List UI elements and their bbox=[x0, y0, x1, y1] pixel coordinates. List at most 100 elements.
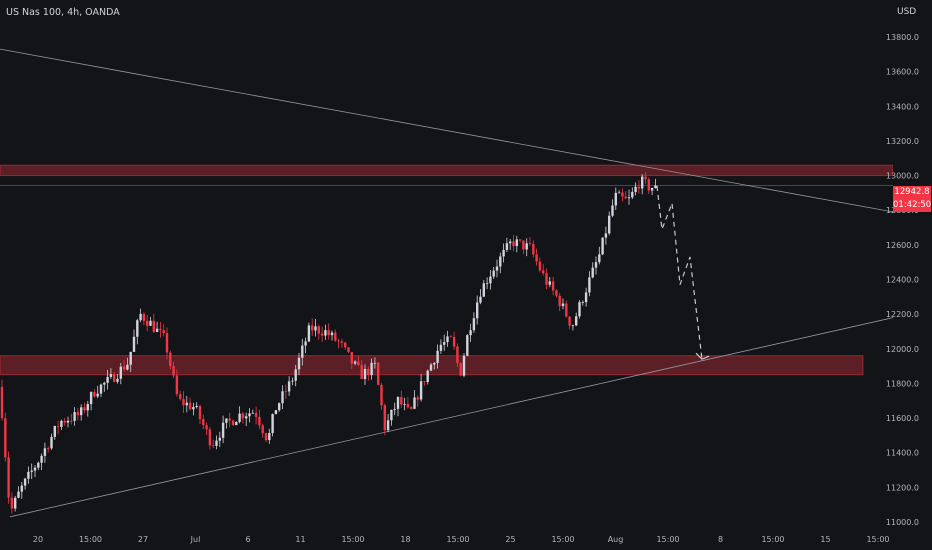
candle-up bbox=[251, 412, 254, 414]
candle-down bbox=[400, 397, 403, 405]
y-tick-label: 12600.0 bbox=[886, 241, 919, 250]
candle-up bbox=[40, 455, 43, 463]
candle-down bbox=[205, 425, 208, 430]
candle-down bbox=[76, 412, 80, 416]
candle-up bbox=[426, 370, 429, 383]
candle-up bbox=[218, 437, 221, 441]
candle-up bbox=[482, 283, 485, 297]
x-tick-label: 15:00 bbox=[341, 535, 364, 544]
candle-up bbox=[17, 491, 20, 498]
candle-up bbox=[238, 413, 241, 422]
candle-up bbox=[86, 404, 89, 411]
candle-down bbox=[142, 313, 146, 321]
candle-up bbox=[654, 185, 657, 188]
y-tick-label: 11400.0 bbox=[886, 449, 919, 458]
candle-up bbox=[650, 187, 654, 191]
candle-down bbox=[0, 386, 4, 419]
projection-arrowhead bbox=[695, 352, 710, 360]
time-scale bbox=[0, 528, 932, 550]
candle-up bbox=[591, 267, 594, 278]
x-tick-label: 15:00 bbox=[761, 535, 784, 544]
x-tick-label: Jul bbox=[190, 535, 201, 544]
candle-down bbox=[47, 448, 50, 450]
candle-up bbox=[89, 392, 93, 405]
candle-up bbox=[60, 420, 63, 427]
candle-down bbox=[410, 407, 413, 409]
candle-up bbox=[525, 243, 528, 250]
price-scale bbox=[893, 0, 932, 550]
candle-down bbox=[538, 261, 542, 271]
candle-up bbox=[195, 405, 198, 408]
candle-up bbox=[469, 330, 472, 336]
candle-up bbox=[561, 303, 565, 307]
candle-up bbox=[581, 302, 584, 303]
candle-up bbox=[221, 422, 225, 438]
candle-down bbox=[456, 346, 459, 363]
candle-up bbox=[14, 497, 17, 509]
candle-up bbox=[297, 357, 301, 370]
x-tick-label: 6 bbox=[245, 535, 250, 544]
candle-up bbox=[149, 320, 152, 326]
candle-up bbox=[136, 320, 139, 337]
candle-up bbox=[492, 270, 495, 277]
candle-up bbox=[390, 409, 393, 421]
candle-up bbox=[495, 266, 499, 271]
candle-up bbox=[225, 418, 228, 423]
candle-up bbox=[509, 241, 512, 244]
candle-up bbox=[43, 448, 47, 456]
x-tick-label: 15:00 bbox=[866, 535, 889, 544]
candle-down bbox=[512, 241, 515, 247]
candle-up bbox=[103, 382, 106, 385]
candle-down bbox=[152, 320, 155, 332]
candle-up bbox=[502, 249, 505, 257]
candle-down bbox=[198, 405, 202, 420]
candle-down bbox=[340, 341, 344, 343]
projection-path bbox=[656, 185, 703, 360]
x-tick-label: 11 bbox=[295, 535, 305, 544]
y-tick-label: 13200.0 bbox=[886, 137, 919, 146]
candle-down bbox=[254, 412, 258, 417]
candle-up bbox=[584, 292, 588, 303]
candle-down bbox=[624, 196, 627, 199]
candle-up bbox=[634, 186, 637, 192]
last-price-tag: 12942.8 01:42:50 bbox=[893, 186, 931, 212]
candle-up bbox=[588, 277, 591, 293]
y-tick-label: 11800.0 bbox=[886, 379, 919, 388]
candle-up bbox=[429, 364, 433, 371]
candle-up bbox=[363, 368, 367, 380]
candle-up bbox=[330, 332, 334, 336]
candle-up bbox=[373, 362, 377, 364]
candle-down bbox=[63, 420, 66, 423]
candle-up bbox=[479, 296, 482, 303]
candle-down bbox=[93, 392, 96, 397]
candle-up bbox=[235, 421, 238, 426]
candle-down bbox=[169, 352, 172, 367]
candle-up bbox=[109, 374, 113, 377]
candle-down bbox=[423, 381, 426, 383]
candle-up bbox=[631, 191, 634, 198]
candle-down bbox=[568, 316, 571, 326]
candle-up bbox=[291, 380, 294, 382]
y-tick-label: 11600.0 bbox=[886, 414, 919, 423]
candle-up bbox=[185, 402, 188, 406]
candle-down bbox=[122, 366, 126, 370]
candle-up bbox=[641, 176, 644, 189]
candle-down bbox=[113, 374, 116, 382]
candle-down bbox=[258, 416, 261, 426]
candle-up bbox=[294, 369, 297, 381]
candle-down bbox=[327, 330, 330, 336]
candle-down bbox=[188, 402, 192, 410]
candle-up bbox=[485, 283, 489, 285]
candle-down bbox=[551, 281, 555, 291]
y-tick-label: 12000.0 bbox=[886, 345, 919, 354]
candle-down bbox=[452, 336, 456, 347]
candle-up bbox=[20, 485, 23, 492]
candle-up bbox=[598, 254, 601, 263]
candle-up bbox=[413, 397, 416, 409]
candle-down bbox=[311, 325, 314, 331]
candle-up bbox=[119, 366, 122, 379]
x-tick-label: 18 bbox=[400, 535, 410, 544]
candle-up bbox=[353, 361, 357, 364]
